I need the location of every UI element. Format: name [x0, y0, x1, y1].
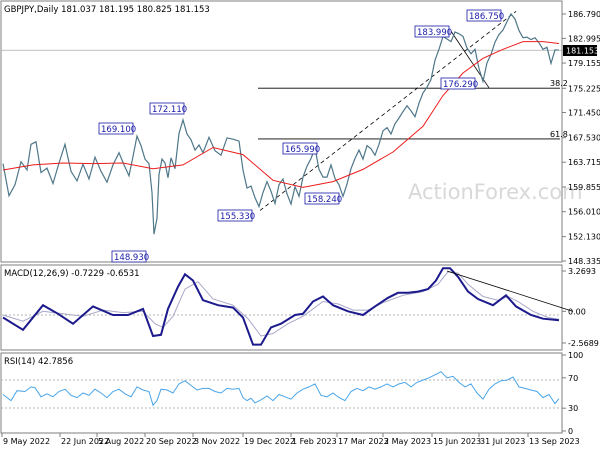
date-label: 22 Jun 2022	[61, 437, 109, 446]
price-annotation: 176.290	[440, 77, 478, 90]
date-label: 13 Sep 2023	[529, 437, 580, 446]
macd-tick-label: 0.00	[568, 307, 586, 316]
rsi-tick-label: 30	[568, 404, 578, 413]
annotation-label: 155.330	[220, 212, 255, 222]
rsi-panel: 100 70 30 0 RSI(14) 42.7856	[0, 351, 583, 436]
price-annotations: 186.750 183.990 176.290 172.110 169.100 165.9…	[98, 9, 504, 263]
date-label: 20 Sep 2022	[146, 437, 197, 446]
rsi-line	[2, 371, 560, 407]
date-label: 3 Nov 2022	[194, 437, 240, 446]
macd-line	[2, 267, 560, 346]
price-annotation: 172.110	[149, 102, 187, 115]
macd-header: MACD(12,26,9) -0.7229 -0.6531	[4, 269, 140, 279]
price-tick-label: 148.335	[568, 257, 600, 266]
date-label: 17 Mar 2023	[338, 437, 389, 446]
price-tick-label: 179.155	[568, 59, 600, 68]
macd-tick-label: 3.2693	[568, 267, 596, 276]
annotation-label: 176.290	[443, 80, 478, 90]
price-annotation: 183.990	[414, 25, 452, 38]
macd-signal-line	[2, 271, 560, 337]
price-axis: 186.790 182.995 179.155 175.225 171.450 167.5…	[1, 10, 600, 266]
price-tick-label: 167.530	[568, 134, 600, 143]
annotation-label: 186.750	[469, 12, 504, 22]
price-annotation: 155.330	[217, 209, 255, 222]
watermark: ActionForex.com	[408, 180, 583, 204]
rsi-header: RSI(14) 42.7856	[4, 357, 73, 367]
price-tick-label: 182.995	[568, 34, 600, 43]
symbol-header: GBPJPY,Daily 181.037 181.195 180.825 181…	[4, 5, 210, 15]
macd-tick-label: -2.5689	[568, 339, 599, 348]
price-annotation: 165.990	[282, 142, 320, 155]
price-tick-label: 156.010	[568, 208, 600, 217]
annotation-label: 165.990	[285, 145, 320, 155]
date-label: 19 Dec 2022	[244, 437, 295, 446]
price-tick-label: 163.715	[568, 158, 600, 167]
annotation-label: 183.990	[417, 28, 452, 38]
date-label: 9 May 2022	[3, 437, 50, 446]
price-tick-label: 159.855	[568, 183, 600, 192]
annotation-label: 158.240	[307, 195, 342, 205]
moving-average-line	[2, 41, 560, 188]
rsi-tick-label: 0	[568, 427, 573, 436]
price-panel: ActionForex.com 186.790 182.995 179.155 175…	[0, 0, 600, 266]
macd-axis: 3.2693 0.00 -2.5689	[562, 267, 599, 348]
trend-line	[259, 11, 517, 211]
annotation-label: 169.100	[101, 125, 136, 135]
date-label: 15 Jun 2023	[433, 437, 481, 446]
fib-level-label: 61.8	[550, 130, 568, 139]
rsi-axis: 100 70 30 0	[562, 351, 583, 436]
rsi-tick-label: 70	[568, 374, 578, 383]
rsi-tick-label: 100	[568, 351, 583, 360]
price-tick-label: 171.450	[568, 109, 600, 118]
last-price-marker: 181.153	[563, 45, 599, 56]
price-annotation: 169.100	[98, 122, 136, 135]
date-label: 5 Aug 2022	[98, 437, 144, 446]
date-label: 1 Feb 2023	[292, 437, 337, 446]
price-annotation: 186.750	[466, 9, 504, 22]
annotation-label: 172.110	[152, 105, 187, 115]
fib-level-label: 38.2	[550, 79, 568, 88]
price-tick-label: 186.790	[568, 10, 600, 19]
date-label: 31 Jul 2023	[480, 437, 525, 446]
price-annotation: 148.930	[111, 250, 149, 263]
price-annotation: 158.240	[304, 192, 342, 205]
last-price-label: 181.153	[566, 47, 599, 56]
date-label: 2 May 2023	[384, 437, 431, 446]
macd-panel: 3.2693 0.00 -2.5689 MACD(12,26,9) -0.7229 …	[0, 264, 599, 351]
price-tick-label: 152.130	[568, 233, 600, 242]
price-tick-label: 175.225	[568, 84, 600, 93]
annotation-label: 148.930	[114, 253, 149, 263]
macd-trend-line	[446, 270, 574, 312]
